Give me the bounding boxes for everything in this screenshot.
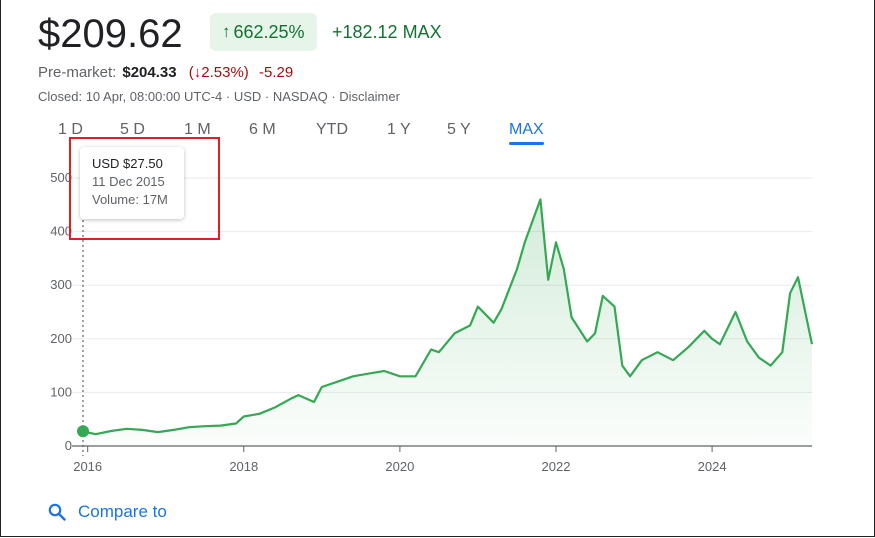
tab-1m[interactable]: 1 M	[184, 121, 211, 138]
y-tick-label: 500	[50, 170, 72, 185]
change-absolute: +182.12 MAX	[332, 22, 442, 42]
tab-1y[interactable]: 1 Y	[387, 121, 411, 138]
arrow-down-icon: ↓	[193, 64, 202, 81]
y-tick-label: 400	[50, 224, 72, 239]
y-tick-label: 200	[50, 331, 72, 346]
change-percent: 662.25%	[233, 21, 305, 42]
closed-info: Closed: 10 Apr, 08:00:00 UTC-4 · USD · N…	[38, 89, 400, 104]
tab-1d[interactable]: 1 D	[58, 121, 83, 138]
tab-5d[interactable]: 5 D	[120, 121, 145, 138]
current-price: $209.62	[38, 12, 183, 56]
search-icon	[48, 503, 66, 521]
compare-label: Compare to	[78, 502, 167, 521]
price-line	[82, 198, 814, 436]
y-tick-label: 300	[50, 277, 72, 292]
tab-5y[interactable]: 5 Y	[447, 121, 471, 138]
arrow-up-icon: ↑	[222, 22, 231, 41]
price-area	[83, 199, 812, 446]
tooltip-date: 11 Dec 2015	[92, 174, 165, 189]
premarket-change: -5.29	[258, 64, 294, 81]
price-chart[interactable]: 0 100 200 300 400 500 2016 2018 2020 2022 2024	[0, 150, 875, 480]
y-tick-label: 100	[50, 384, 72, 399]
tab-ytd[interactable]: YTD	[316, 121, 348, 138]
x-tick-label: 2016	[73, 459, 102, 474]
premarket-paren-open: (	[188, 64, 194, 81]
x-tick-label: 2022	[542, 459, 571, 474]
tooltip-price: USD $27.50	[92, 156, 163, 171]
compare-to-button[interactable]: Compare to	[48, 502, 167, 522]
crosshair-point	[77, 425, 89, 438]
premarket-row: Pre-market: $204.33 (↓2.53%) -5.29	[38, 64, 293, 81]
y-tick-label: 0	[65, 438, 72, 453]
change-percent-badge: ↑ 662.25%	[210, 13, 317, 51]
highlight-box	[69, 137, 220, 240]
x-tick-label: 2018	[229, 459, 258, 474]
x-tick-label: 2020	[385, 459, 414, 474]
x-tick-label: 2024	[698, 459, 727, 474]
premarket-label: Pre-market:	[38, 64, 117, 81]
premarket-price: $204.33	[122, 64, 177, 81]
tooltip-volume: Volume: 17M	[92, 192, 168, 207]
hover-tooltip: USD $27.50 11 Dec 2015 Volume: 17M	[80, 147, 184, 219]
premarket-percent: 2.53%)	[201, 64, 249, 81]
tab-6m[interactable]: 6 M	[249, 121, 276, 138]
tab-max[interactable]: MAX	[509, 121, 544, 145]
